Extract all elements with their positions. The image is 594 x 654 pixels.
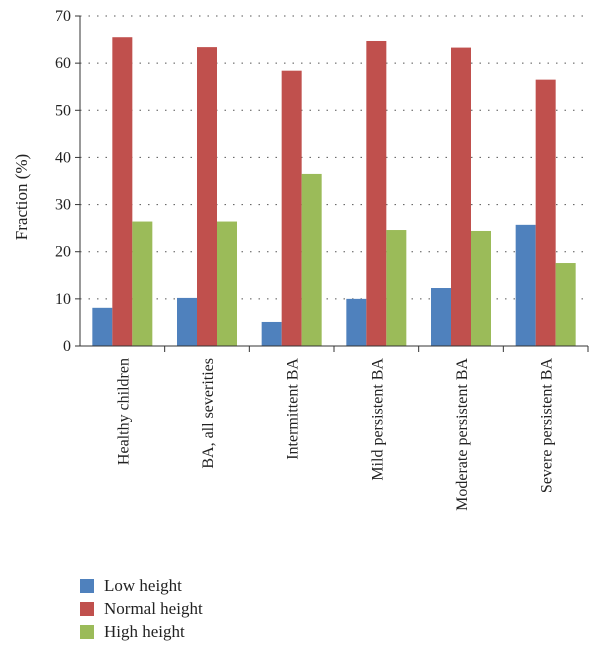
legend-swatch xyxy=(80,578,94,593)
legend-item: Normal height xyxy=(80,597,203,620)
y-tick-label: 40 xyxy=(55,149,71,166)
y-tick-label: 20 xyxy=(55,244,71,261)
bar xyxy=(471,230,491,346)
y-tick-label: 30 xyxy=(55,197,71,214)
y-tick-label: 0 xyxy=(63,338,71,355)
bar xyxy=(431,288,451,346)
x-tick-label: Mild persistent BA xyxy=(369,358,386,481)
y-tick-label: 50 xyxy=(55,102,71,119)
gridlines xyxy=(80,15,588,300)
bar xyxy=(451,47,471,346)
bar xyxy=(301,173,322,346)
bar xyxy=(217,221,237,346)
bar xyxy=(281,70,302,346)
bar xyxy=(535,79,556,347)
bar xyxy=(132,221,153,346)
y-tick-labels: 0 10 20 30 40 50 60 70 xyxy=(55,8,71,355)
legend: Low height Normal height High height xyxy=(80,574,203,643)
bar xyxy=(555,263,576,346)
x-tick-label: BA, all severities xyxy=(200,358,217,469)
bar xyxy=(92,307,113,346)
bar xyxy=(366,40,387,346)
bar xyxy=(177,297,197,346)
axes xyxy=(75,15,589,352)
x-tick-label: Healthy children xyxy=(115,358,132,465)
x-tick-labels: Healthy children BA, all severities Interm… xyxy=(115,358,555,511)
legend-label: Low height xyxy=(104,575,182,595)
legend-label: High height xyxy=(104,621,185,641)
legend-item: High height xyxy=(80,620,203,643)
legend-item: Low height xyxy=(80,574,203,597)
bar xyxy=(515,224,536,346)
bar xyxy=(261,321,282,346)
bars xyxy=(92,37,576,347)
legend-label: Normal height xyxy=(104,598,203,618)
y-axis-title: Fraction (%) xyxy=(12,154,31,240)
x-tick-label: Intermittent BA xyxy=(285,358,302,460)
y-tick-label: 10 xyxy=(55,291,71,308)
bar xyxy=(112,37,133,346)
legend-swatch xyxy=(80,624,94,639)
legend-swatch xyxy=(80,601,94,616)
bar xyxy=(197,47,217,346)
x-tick-label: Severe persistent BA xyxy=(539,358,556,494)
bar xyxy=(386,230,407,346)
bar-chart: 0 10 20 30 40 50 60 70 Healthy children BA, all … xyxy=(12,8,589,511)
bar xyxy=(346,298,367,346)
y-tick-label: 70 xyxy=(55,8,71,25)
y-tick-label: 60 xyxy=(55,55,71,72)
x-tick-label: Moderate persistent BA xyxy=(454,358,471,511)
